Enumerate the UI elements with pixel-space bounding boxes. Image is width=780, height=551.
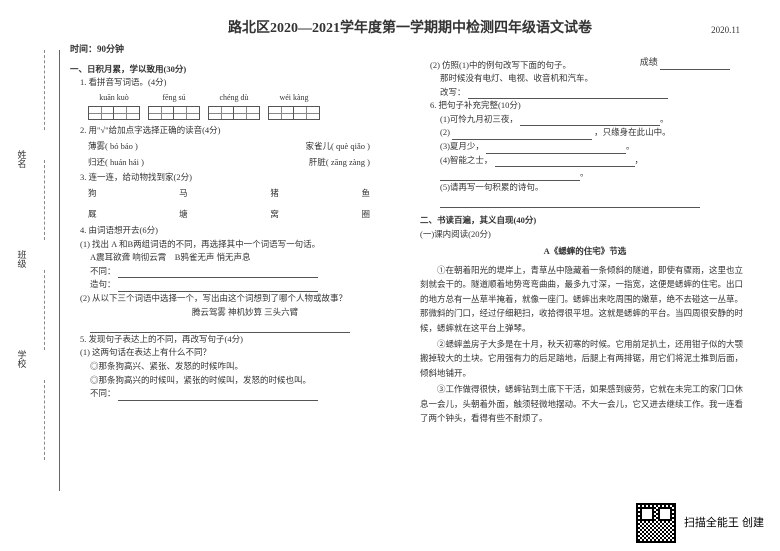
- char-grid-row: [88, 106, 400, 120]
- section-2: 二、书读百遍，其义自现(40分): [420, 214, 750, 228]
- q3: 3. 连一连，给动物找到家(2分): [70, 171, 400, 185]
- blank[interactable]: [440, 171, 580, 181]
- blank[interactable]: [90, 323, 350, 333]
- q4-2: (2) 从以下三个词语中选择一个，写出由这个词想到了哪个人物或故事？: [70, 292, 400, 306]
- passage-title: A《蟋蟀的住宅》节选: [420, 245, 750, 259]
- blank[interactable]: [468, 89, 668, 99]
- right-column: (2) 仿照(1)中的例句改写下面的句子。 那时候没有电灯、电视、收音机和汽车。…: [420, 59, 750, 426]
- binding-margin: 学校 班级 姓名: [10, 50, 60, 491]
- exam-timer: 时间：90分钟: [70, 43, 750, 57]
- blank[interactable]: [118, 268, 318, 278]
- blank[interactable]: [118, 282, 318, 292]
- q5-1: (1) 这两句话在表达上有什么不同？: [70, 346, 400, 360]
- score-blank[interactable]: [660, 69, 730, 70]
- q4-1: (1) 找出 A 和B两组词语的不同，再选择其中一个词语写一句话。: [70, 238, 400, 252]
- q5: 5. 发现句子表达上的不同，再改写句子(4分): [70, 333, 400, 347]
- paragraph-2: ②蟋蟀盖房子大多是在十月，秋天初寒的时候。它用前足扒土，还用钳子似的大颚搬掉较大…: [420, 337, 750, 380]
- q2: 2. 用"√"给加点字选择正确的读音(4分): [70, 124, 400, 138]
- pinyin-row: kuān kuò fēng sú chéng dù wéi kàng: [88, 92, 400, 105]
- score-field: 成绩: [640, 56, 730, 70]
- blank[interactable]: [440, 198, 700, 208]
- blank[interactable]: [486, 144, 626, 154]
- blank[interactable]: [495, 157, 635, 167]
- q4: 4. 由词语想开去(6分): [70, 224, 400, 238]
- score-label: 成绩: [640, 57, 658, 67]
- paragraph-3: ③工作做得很快，蟋蟀钻到土底下干活，如果感到疲劳，它就在未完工的家门口休息一会儿…: [420, 382, 750, 425]
- q3-row2: 厩 塘 窝 圈: [70, 208, 400, 222]
- qr-area: 扫描全能王 创建: [636, 503, 764, 543]
- section-1: 一、日积月累，学以致用(30分): [70, 63, 400, 77]
- q6: 6. 把句子补充完整(10分): [420, 99, 750, 113]
- exam-title: 路北区2020—2021学年度第一学期期中检测四年级语文试卷: [70, 18, 750, 39]
- blank[interactable]: [118, 391, 318, 401]
- q1: 1. 看拼音写词语。(4分): [70, 76, 400, 90]
- exam-date: 2020.11: [711, 24, 740, 38]
- qr-label: 扫描全能王 创建: [684, 515, 764, 532]
- binding-label-class: 班级: [14, 250, 28, 268]
- blank[interactable]: [452, 130, 592, 140]
- binding-label-school: 学校: [14, 350, 28, 368]
- q3-row1: 狗 马 猪 鱼: [70, 187, 400, 201]
- blank[interactable]: [520, 116, 660, 126]
- qr-code-icon: [636, 503, 676, 543]
- binding-label-name: 姓名: [14, 150, 28, 168]
- paragraph-1: ①在朝着阳光的堤岸上，青草丛中隐藏着一条倾斜的隧道，即使有骤雨，这里也立刻就会干…: [420, 263, 750, 335]
- sub-1: (一)课内阅读(20分): [420, 228, 750, 242]
- left-column: 一、日积月累，学以致用(30分) 1. 看拼音写词语。(4分) kuān kuò…: [70, 59, 400, 426]
